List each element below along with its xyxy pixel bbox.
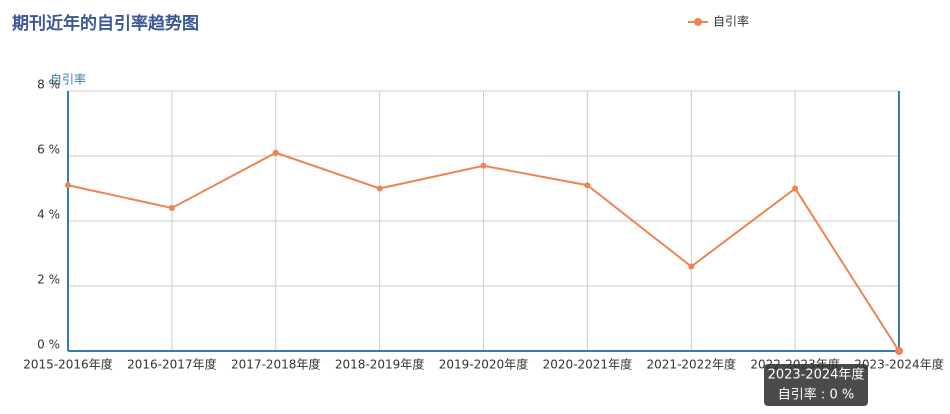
x-tick-label: 2018-2019年度 bbox=[335, 357, 424, 372]
x-tick-label: 2019-2020年度 bbox=[439, 357, 528, 372]
point bbox=[168, 205, 175, 211]
point bbox=[792, 185, 799, 192]
tooltip-title: 2023-2024年度 bbox=[768, 367, 865, 383]
x-tick-label: 2015-2016年度 bbox=[23, 357, 112, 372]
y-tick-label: 0 % bbox=[37, 338, 60, 352]
legend-marker bbox=[694, 18, 702, 26]
point bbox=[272, 149, 279, 156]
chart-title: 期刊近年的自引率趋势图 bbox=[12, 13, 199, 34]
y-tick-label: 4 % bbox=[37, 208, 60, 222]
tooltip-box bbox=[764, 364, 868, 406]
x-tick-label: 2023-2024年度 bbox=[854, 357, 943, 372]
x-tick-label: 2016-2017年度 bbox=[127, 357, 216, 372]
x-tick-label: 2020-2021年度 bbox=[543, 357, 632, 372]
y-tick-label: 8 % bbox=[37, 78, 60, 92]
legend-label: 自引率 bbox=[713, 14, 749, 29]
point bbox=[584, 182, 591, 189]
x-tick-label: 2021-2022年度 bbox=[647, 357, 736, 372]
point bbox=[480, 162, 487, 169]
tooltip-text: 自引率 : 0 % bbox=[778, 387, 854, 403]
y-axis-label: 自引率 bbox=[50, 72, 86, 87]
y-tick-label: 2 % bbox=[37, 273, 60, 287]
x-tick-label: 2017-2018年度 bbox=[231, 357, 320, 372]
point bbox=[376, 185, 383, 192]
y-tick-label: 6 % bbox=[37, 143, 60, 157]
point bbox=[688, 263, 695, 270]
point bbox=[895, 347, 903, 355]
point bbox=[65, 182, 71, 189]
